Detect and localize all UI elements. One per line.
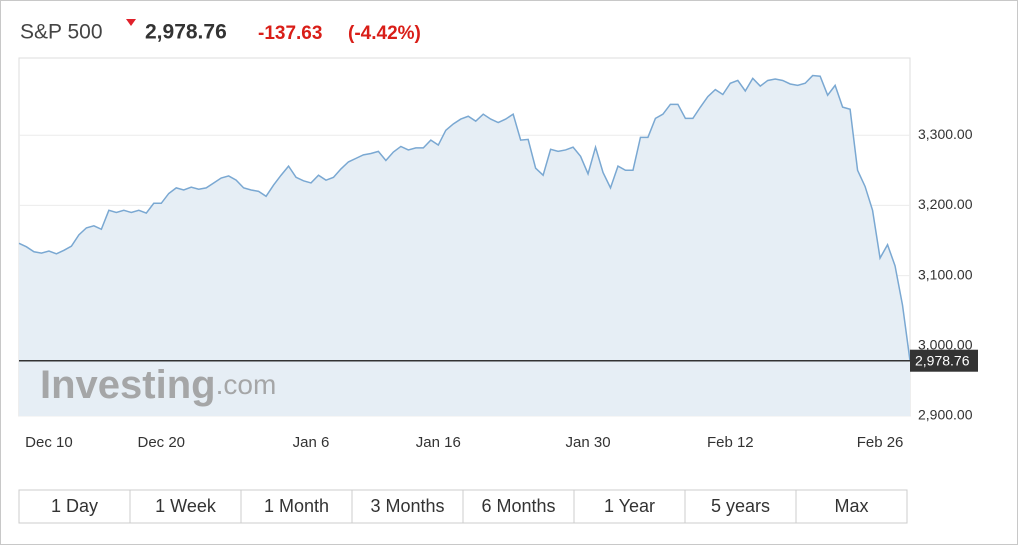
range-button-label[interactable]: 1 Day [51,496,98,516]
range-button-label[interactable]: Max [834,496,868,516]
x-tick-label: Feb 12 [707,434,754,451]
chart-title: S&P 500 [20,21,103,44]
y-tick-label: 3,300.00 [918,126,973,142]
range-button[interactable]: 3 Months [351,489,464,524]
x-tick-label: Feb 26 [857,434,904,451]
range-button[interactable]: 6 Months [462,489,575,524]
y-tick-label: 3,100.00 [918,266,973,282]
range-button[interactable]: 5 years [684,489,797,524]
range-button-box[interactable] [573,489,686,524]
range-button[interactable]: Max [795,489,908,524]
range-button-label[interactable]: 6 Months [481,496,555,516]
range-button-label[interactable]: 5 years [711,496,770,516]
line [18,74,911,361]
y-tick-label: 2,900.00 [918,407,973,423]
watermark-brand: Investing [40,363,216,407]
range-button[interactable]: 1 Week [129,489,242,524]
range-button-label[interactable]: 1 Month [264,496,329,516]
x-tick-label: Jan 16 [416,434,461,451]
plot-area: 2,900.00 3,000.00 3,100.00 3,200.00 3,300.00… [18,57,978,451]
watermark: Investing.com [40,363,276,407]
range-button-label[interactable]: 1 Year [604,496,655,516]
x-tick-label: Jan 6 [293,434,330,451]
x-tick-label: Dec 20 [137,434,185,451]
change-pct: (-4.42%) [348,23,421,44]
range-button[interactable]: 1 Month [240,489,353,524]
range-button-box[interactable] [684,489,797,524]
last-price-label: 2,978.76 [915,352,970,368]
last-price-tag [910,349,978,372]
range-button-box[interactable] [351,489,464,524]
area [19,75,910,417]
range-button-box[interactable] [462,489,575,524]
x-tick-label: Jan 30 [566,434,611,451]
range-button-label[interactable]: 1 Week [155,496,217,516]
y-tick-label: 3,200.00 [918,196,973,212]
range-button-label[interactable]: 3 Months [370,496,444,516]
down-arrow [126,19,136,26]
y-tick-label: 3,000.00 [918,337,973,353]
watermark-suffix: .com [216,369,277,400]
range-button[interactable]: 1 Year [573,489,686,524]
range-button-box[interactable] [240,489,353,524]
range-button[interactable]: 1 Day [18,489,131,524]
price: 2,978.76 [145,21,227,44]
change: -137.63 [258,23,322,44]
x-tick-label: Dec 10 [25,434,73,451]
range-buttons: 1 Day 1 Week 1 Month 3 Months 6 Months 1 Year… [18,489,908,524]
range-button-box[interactable] [795,489,908,524]
range-button-box[interactable] [129,489,242,524]
